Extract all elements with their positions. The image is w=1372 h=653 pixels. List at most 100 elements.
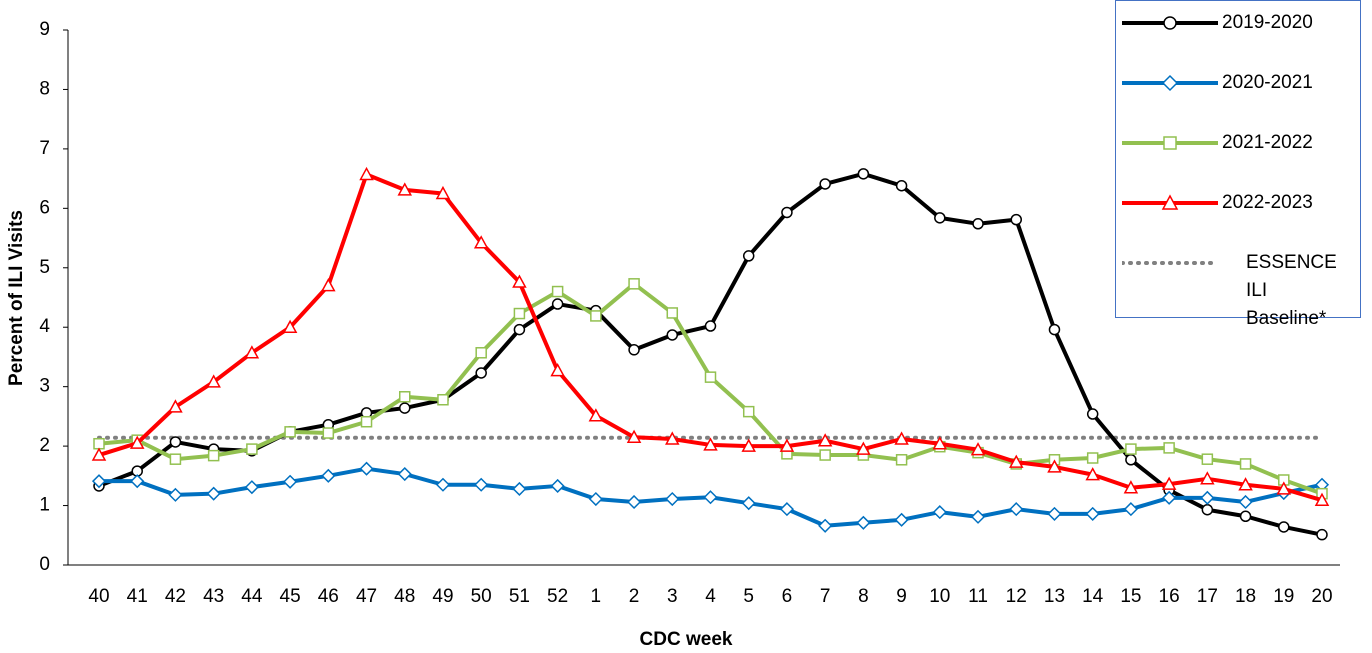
marker: [130, 474, 145, 489]
marker: [359, 461, 374, 476]
x-tick-label: 47: [356, 586, 377, 607]
marker: [206, 486, 221, 501]
marker: [1048, 323, 1061, 336]
marker: [1238, 494, 1253, 510]
x-tick-label: 51: [509, 586, 530, 607]
legend-swatch: [1122, 136, 1218, 150]
marker: [588, 491, 603, 507]
marker: [1047, 506, 1062, 521]
marker: [399, 402, 411, 414]
marker: [627, 494, 642, 510]
x-tick-label: 16: [1159, 586, 1180, 607]
x-tick-label: 10: [929, 586, 950, 607]
marker: [1008, 454, 1024, 468]
marker: [321, 468, 336, 483]
x-tick-label: 50: [471, 586, 492, 607]
marker: [1239, 510, 1252, 523]
y-axis-title: Percent of ILI Visits: [6, 210, 27, 386]
marker: [1278, 521, 1290, 533]
y-tick-label: 1: [39, 495, 50, 516]
marker: [474, 477, 489, 492]
x-tick-label: 1: [591, 586, 602, 607]
marker: [1201, 503, 1214, 516]
marker: [1161, 194, 1179, 210]
marker: [1125, 454, 1137, 466]
y-tick-label: 4: [39, 316, 50, 337]
legend-swatch: [1122, 261, 1220, 265]
marker: [1276, 481, 1292, 495]
x-tick-label: 42: [165, 586, 186, 607]
x-tick-label: 40: [88, 586, 109, 607]
marker: [970, 509, 986, 524]
y-tick-label: 0: [39, 554, 50, 575]
legend-item: 2022-2023: [1116, 189, 1362, 229]
marker: [169, 436, 182, 448]
marker: [1086, 452, 1099, 464]
marker: [244, 480, 259, 495]
marker: [168, 487, 183, 502]
marker: [818, 518, 833, 533]
y-tick-label: 6: [39, 197, 50, 218]
marker: [1200, 490, 1215, 505]
marker: [1200, 471, 1215, 485]
marker: [1123, 480, 1139, 494]
marker: [665, 431, 680, 445]
x-tick-label: 9: [896, 586, 907, 607]
x-tick-label: 2: [629, 586, 640, 607]
marker: [1239, 458, 1252, 470]
x-tick-label: 15: [1120, 586, 1141, 607]
marker: [626, 429, 642, 443]
marker: [703, 437, 718, 451]
marker: [512, 274, 527, 288]
marker: [322, 427, 335, 439]
x-tick-label: 5: [743, 586, 754, 607]
x-tick-label: 4: [705, 586, 716, 607]
x-tick-label: 20: [1311, 586, 1332, 607]
marker: [742, 250, 755, 262]
legend: 2019-2020 2020-2021 2021-2022 2022-2023 ESSE…: [1115, 0, 1362, 329]
marker: [590, 310, 602, 322]
marker: [779, 502, 794, 517]
marker: [282, 319, 298, 333]
marker: [397, 466, 412, 482]
marker: [703, 490, 718, 505]
legend-swatch: [1122, 74, 1218, 92]
marker: [665, 491, 680, 507]
marker: [742, 405, 755, 418]
marker: [1162, 490, 1177, 505]
marker: [934, 212, 946, 224]
marker: [513, 307, 526, 320]
marker: [1085, 506, 1100, 521]
marker: [93, 437, 105, 450]
marker: [588, 408, 604, 422]
legend-item: ESSENCE ILI Baseline*: [1116, 249, 1362, 329]
marker: [741, 496, 756, 511]
marker: [1163, 16, 1177, 30]
marker: [435, 477, 451, 492]
x-tick-label: 3: [667, 586, 678, 607]
legend-label: 2020-2021: [1222, 72, 1313, 93]
marker: [321, 278, 336, 292]
marker: [819, 178, 831, 190]
marker: [1161, 476, 1177, 490]
marker: [857, 168, 870, 180]
x-tick-label: 7: [820, 586, 831, 607]
marker: [819, 449, 831, 461]
marker: [244, 345, 260, 359]
x-tick-label: 11: [968, 586, 988, 607]
marker: [1010, 213, 1022, 226]
marker: [895, 454, 908, 466]
legend-item: 2021-2022: [1116, 129, 1362, 169]
marker: [666, 307, 679, 319]
y-tick-label: 9: [39, 19, 50, 40]
marker: [628, 278, 640, 290]
x-tick-label: 44: [241, 586, 263, 607]
marker: [1123, 502, 1138, 517]
marker: [628, 344, 640, 356]
marker: [666, 329, 679, 341]
marker: [246, 443, 258, 455]
x-tick-label: 19: [1273, 586, 1294, 607]
marker: [894, 512, 909, 527]
marker: [779, 438, 795, 452]
marker: [129, 435, 145, 449]
